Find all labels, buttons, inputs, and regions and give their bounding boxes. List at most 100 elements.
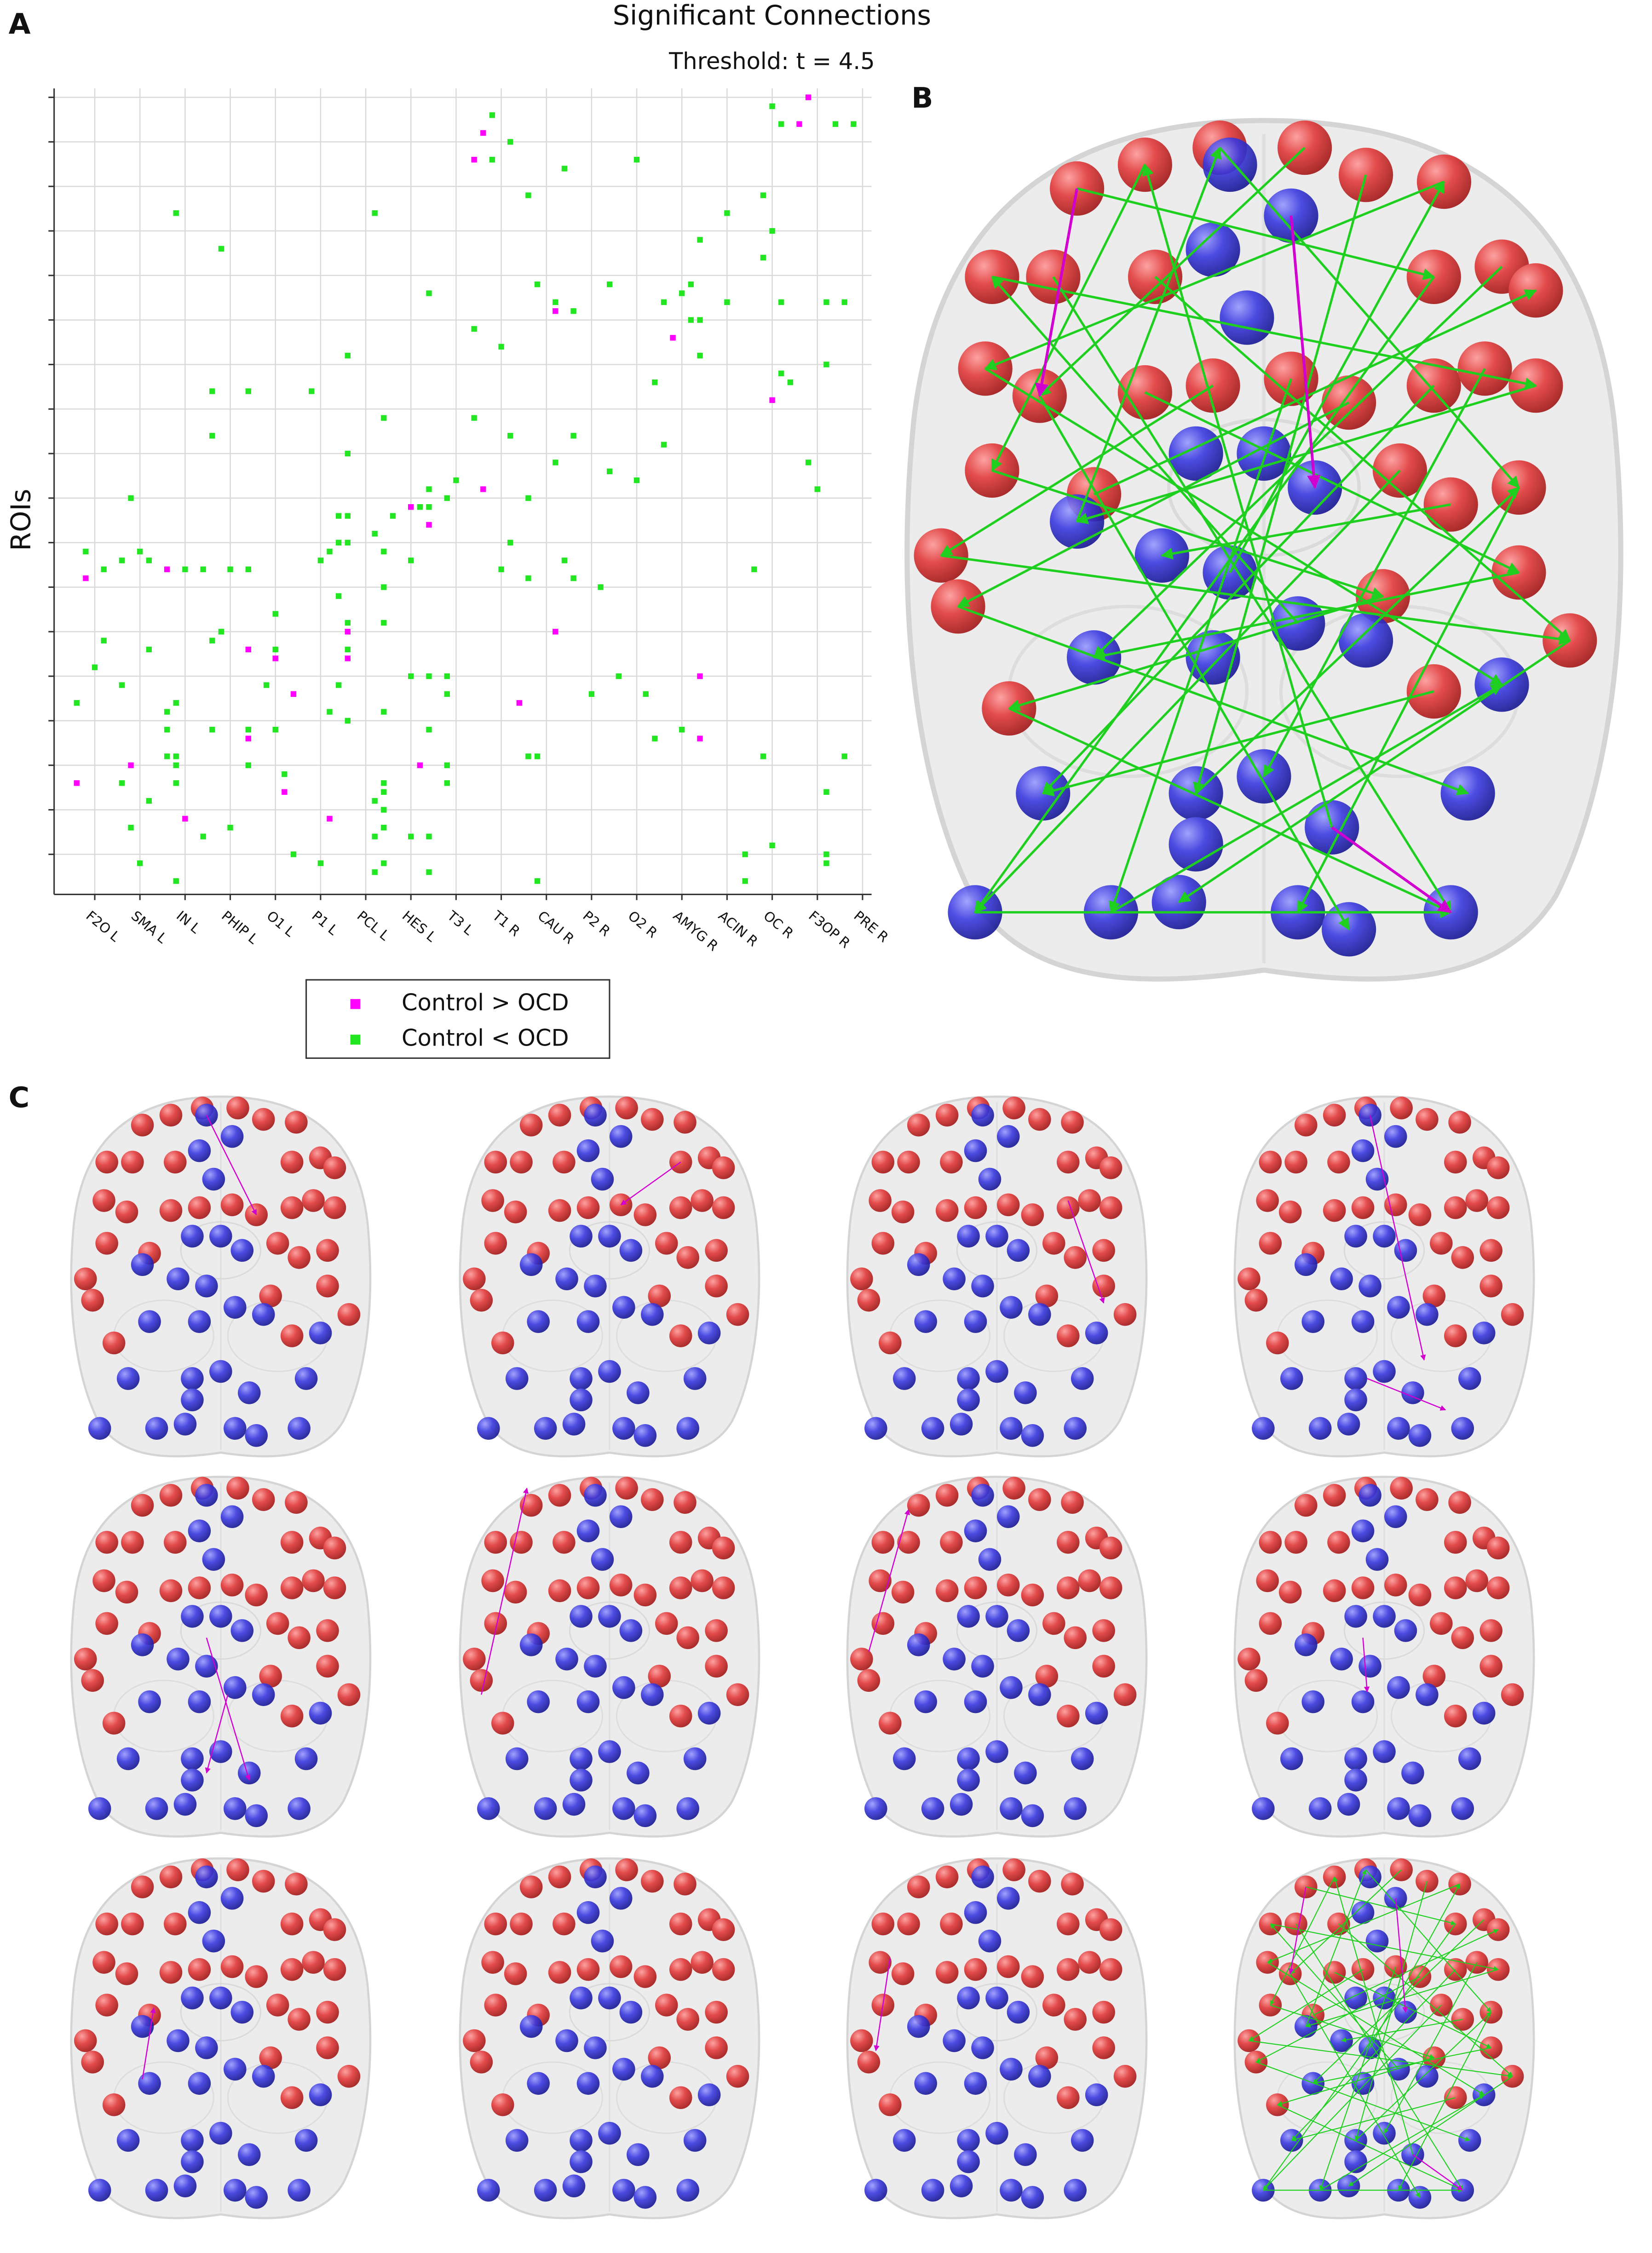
data-point — [74, 780, 80, 786]
data-point — [164, 727, 170, 733]
brain-small — [1235, 1477, 1534, 1837]
data-point — [173, 210, 179, 216]
data-point — [525, 192, 531, 198]
data-point — [209, 433, 215, 439]
data-point — [823, 362, 829, 368]
brain-small — [847, 1097, 1146, 1456]
data-point — [128, 825, 134, 831]
data-point — [128, 495, 134, 501]
data-point — [209, 638, 215, 644]
data-point — [119, 682, 125, 688]
data-point — [83, 548, 89, 555]
data-point — [173, 878, 179, 884]
data-point — [426, 486, 432, 492]
data-point — [282, 789, 288, 795]
data-point — [372, 833, 378, 839]
graphic — [1067, 1200, 1105, 1304]
data-point — [345, 655, 351, 661]
data-point — [697, 317, 703, 323]
graphic — [868, 1509, 910, 1652]
x-tick-label: PRE R — [851, 908, 891, 946]
chart-subtitle: Threshold: t = 4.5 — [668, 48, 875, 75]
x-tick-label: F3OP R — [806, 908, 853, 951]
data-point — [426, 522, 432, 528]
data-point — [345, 513, 351, 519]
data-point — [182, 816, 188, 822]
brain-small — [1235, 1097, 1534, 1456]
data-point — [742, 878, 748, 884]
legend: Control > OCD Control < OCD — [350, 989, 569, 1052]
data-point — [444, 673, 450, 679]
brain-small — [847, 1477, 1146, 1837]
data-point — [841, 753, 847, 759]
data-point — [823, 851, 829, 857]
data-point — [553, 629, 558, 635]
data-point — [851, 121, 857, 127]
data-point — [616, 673, 622, 679]
brain-small — [847, 1858, 1146, 2218]
data-point — [335, 593, 342, 599]
data-point — [679, 290, 685, 296]
data-point — [245, 736, 251, 741]
data-point — [507, 139, 513, 145]
data-point — [200, 566, 206, 572]
data-point — [83, 575, 89, 581]
data-point — [164, 566, 170, 572]
legend-box — [305, 979, 610, 1059]
data-point — [805, 460, 812, 466]
data-point — [245, 727, 251, 733]
data-point — [372, 869, 378, 875]
data-point — [245, 762, 251, 768]
legend-marker — [350, 1035, 361, 1045]
data-point — [417, 504, 423, 510]
single-connections — [142, 1115, 1446, 2080]
data-point — [553, 460, 558, 466]
data-point — [742, 851, 748, 857]
data-point — [381, 807, 387, 813]
data-point — [146, 646, 152, 653]
data-point — [697, 352, 703, 359]
data-point — [652, 736, 658, 741]
data-point — [345, 646, 351, 653]
data-point — [633, 477, 640, 483]
brain-small — [71, 1477, 370, 1837]
data-point — [769, 397, 775, 403]
data-point — [606, 468, 613, 474]
data-point — [652, 379, 658, 385]
x-tick-label: T3 L — [444, 908, 477, 938]
x-tick-label: PHIP L — [219, 908, 261, 948]
data-point — [381, 620, 387, 626]
data-point — [588, 691, 595, 697]
data-point — [146, 558, 152, 563]
data-point — [471, 415, 477, 421]
data-point — [173, 780, 179, 786]
data-point — [688, 317, 694, 323]
data-point — [146, 798, 152, 804]
data-point — [309, 388, 315, 394]
data-point — [173, 753, 179, 759]
data-point — [697, 736, 703, 741]
data-point — [778, 299, 784, 305]
brain-small — [71, 1097, 370, 1456]
data-point — [290, 691, 297, 697]
data-point — [335, 540, 342, 546]
data-point — [227, 825, 233, 831]
data-point — [498, 344, 504, 350]
data-point — [272, 655, 278, 661]
brain-small — [71, 1858, 370, 2218]
data-point — [751, 566, 757, 572]
graphic — [1369, 1115, 1426, 1361]
data-point — [417, 762, 423, 768]
data-point — [426, 869, 432, 875]
data-point — [832, 121, 839, 127]
data-point — [92, 664, 98, 670]
data-point — [697, 673, 703, 679]
data-point — [534, 878, 541, 884]
data-point — [200, 833, 206, 839]
data-point — [553, 299, 558, 305]
data-point — [408, 558, 414, 563]
data-point — [381, 825, 387, 831]
data-point — [769, 842, 775, 849]
graphic — [1362, 1638, 1370, 1693]
